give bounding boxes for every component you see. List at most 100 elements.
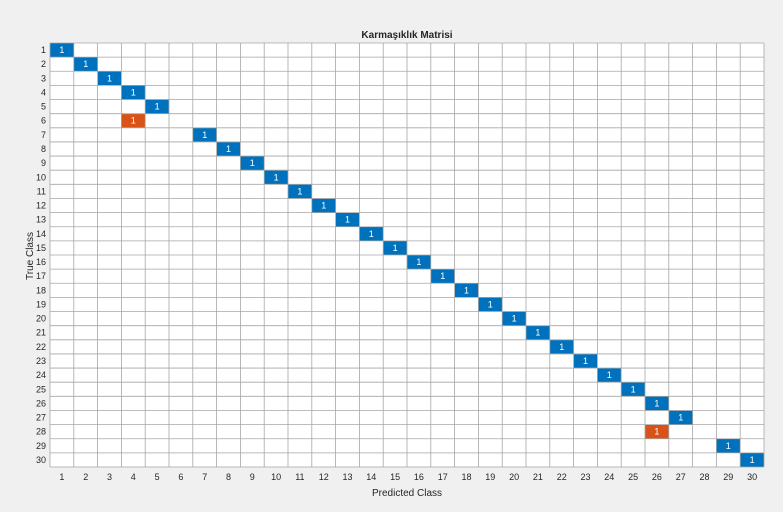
cell-correct: [216, 141, 241, 157]
y-tick-label: 25: [36, 384, 46, 394]
y-tick-label: 19: [36, 299, 46, 309]
cell-value-label: 1: [464, 285, 469, 295]
grid-layer: [49, 42, 765, 468]
x-tick-label: 22: [557, 472, 567, 482]
y-tick-label: 12: [36, 201, 46, 211]
x-tick-label: 18: [461, 472, 471, 482]
cell-correct: [264, 170, 288, 185]
cell-value-label: 1: [583, 356, 588, 366]
cell-correct: [740, 452, 764, 467]
cell-correct: [430, 269, 455, 284]
y-tick-label: 21: [36, 328, 46, 338]
x-tick-label: 12: [319, 472, 329, 482]
cell-correct: [288, 184, 312, 199]
y-tick-label: 20: [36, 314, 46, 324]
cell-value-label: 1: [59, 45, 64, 55]
x-tick-label: 5: [155, 472, 160, 482]
cell-value-label: 1: [535, 328, 540, 338]
values-layer: 1 1 1 1 1 1 1 1 1 1 1 1 1 1 1 1 1 1 1 1 1 1 1 1 1 1 1 1 1 1: [59, 45, 754, 465]
x-tick-label: 29: [723, 472, 733, 482]
x-tick-label: 9: [250, 472, 255, 482]
y-tick-label: 26: [36, 398, 46, 408]
cell-correct: [716, 438, 741, 453]
x-tick-labels: 1 2 3 4 5 6 7 8 9 10 11 12 13 14 15 16 17 18 19 20 21 22 23 24 2…: [59, 472, 757, 482]
x-tick-label: 27: [676, 472, 686, 482]
y-tick-label: 6: [41, 116, 46, 126]
cell-misclassified: [645, 424, 669, 439]
cell-value-label: 1: [369, 229, 374, 239]
x-tick-label: 8: [226, 472, 231, 482]
y-tick-label: 30: [36, 455, 46, 465]
cell-correct: [121, 85, 146, 100]
x-tick-label: 2: [83, 472, 88, 482]
cell-correct: [383, 240, 407, 255]
cell-correct: [97, 71, 122, 86]
y-tick-label: 23: [36, 356, 46, 366]
x-tick-label: 4: [131, 472, 136, 482]
x-tick-label: 13: [342, 472, 352, 482]
cell-correct: [573, 353, 598, 369]
cell-value-label: 1: [297, 186, 302, 196]
cell-correct: [407, 255, 431, 270]
cell-correct: [145, 99, 169, 114]
y-tick-label: 8: [41, 144, 46, 154]
cell-value-label: 1: [654, 398, 659, 408]
cell-correct: [335, 212, 360, 227]
y-tick-label: 13: [36, 215, 46, 225]
x-tick-label: 10: [271, 472, 281, 482]
x-tick-label: 23: [580, 472, 590, 482]
cell-value-label: 1: [607, 370, 612, 380]
cell-value-label: 1: [155, 102, 160, 112]
cell-correct: [73, 57, 98, 72]
x-tick-label: 28: [699, 472, 709, 482]
y-tick-label: 16: [36, 257, 46, 267]
cell-value-label: 1: [654, 427, 659, 437]
cell-correct: [526, 325, 550, 340]
x-tick-label: 7: [202, 472, 207, 482]
cell-value-label: 1: [250, 158, 255, 168]
y-tick-label: 22: [36, 342, 46, 352]
cell-correct: [478, 297, 503, 312]
y-tick-label: 24: [36, 370, 46, 380]
cell-value-label: 1: [631, 384, 636, 394]
cell-misclassified: [121, 113, 146, 128]
cell-value-label: 1: [678, 413, 683, 423]
cell-value-label: 1: [559, 342, 564, 352]
cell-value-label: 1: [393, 243, 398, 253]
y-tick-label: 28: [36, 427, 46, 437]
cell-value-label: 1: [440, 271, 445, 281]
y-tick-label: 2: [41, 59, 46, 69]
cell-correct: [621, 382, 645, 397]
cell-correct: [311, 198, 336, 213]
cell-correct: [597, 368, 622, 383]
cell-correct: [502, 311, 526, 326]
cell-value-label: 1: [107, 73, 112, 83]
cell-value-label: 1: [131, 87, 136, 97]
cell-correct: [50, 43, 74, 58]
x-tick-label: 11: [295, 472, 304, 482]
x-tick-label: 30: [747, 472, 757, 482]
y-tick-label: 5: [41, 102, 46, 112]
cell-value-label: 1: [726, 441, 731, 451]
cell-correct: [454, 283, 479, 298]
y-axis-label: True Class: [25, 232, 36, 280]
x-tick-label: 3: [107, 472, 112, 482]
y-tick-label: 27: [36, 413, 46, 423]
y-tick-label: 10: [36, 172, 46, 182]
cell-value-label: 1: [202, 130, 207, 140]
cell-correct: [668, 410, 693, 425]
y-tick-label: 17: [36, 271, 46, 281]
x-tick-label: 19: [485, 472, 495, 482]
cell-value-label: 1: [416, 257, 421, 267]
cell-correct: [645, 396, 669, 411]
y-tick-label: 29: [36, 441, 46, 451]
x-tick-label: 15: [390, 472, 400, 482]
cell-value-label: 1: [274, 172, 279, 182]
y-tick-label: 18: [36, 285, 46, 295]
cell-value-label: 1: [131, 116, 136, 126]
cell-correct: [240, 156, 265, 171]
cell-value-label: 1: [321, 201, 326, 211]
cell-value-label: 1: [345, 215, 350, 225]
cell-value-label: 1: [750, 455, 755, 465]
